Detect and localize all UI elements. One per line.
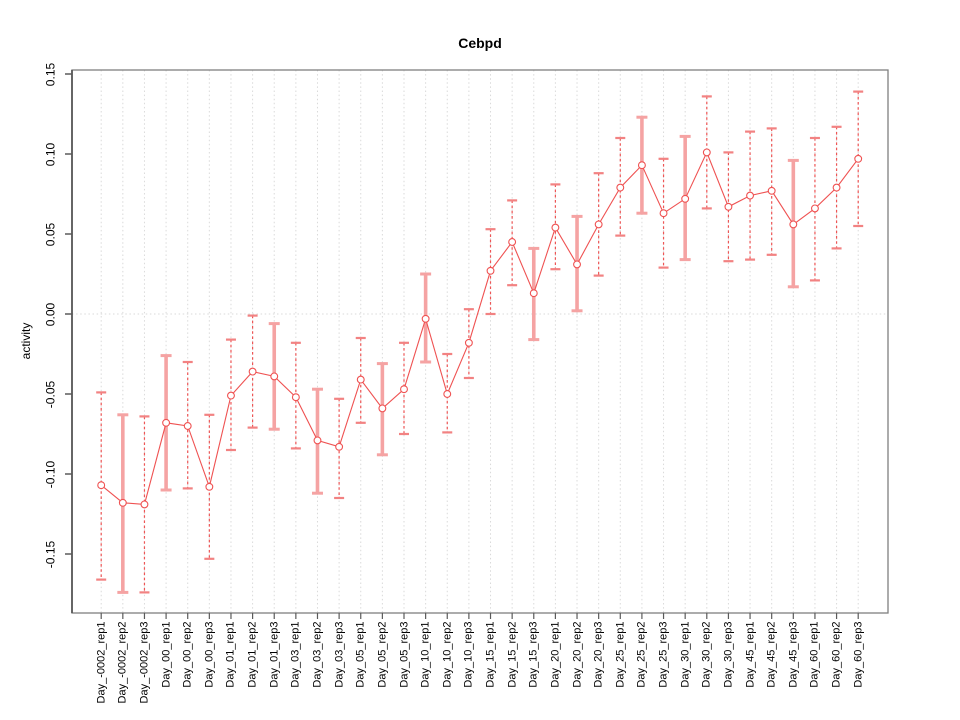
- x-tick-label: Day_05_rep1: [354, 621, 367, 688]
- x-tick-label: Day_15_rep3: [527, 621, 540, 688]
- x-tick-label: Day_10_rep1: [419, 621, 432, 688]
- y-axis-label: activity: [19, 322, 33, 360]
- x-tick-label: Day_45_rep1: [744, 621, 757, 688]
- y-tick-label: 0.10: [43, 142, 58, 166]
- data-point: [464, 338, 473, 347]
- x-tick-label: Day_10_rep3: [462, 621, 475, 688]
- x-tick-label: Day_30_rep3: [722, 621, 735, 688]
- x-tick-label: Day_60_rep3: [852, 621, 865, 688]
- x-tick-label: Day_05_rep3: [398, 621, 410, 688]
- chart-title: Cebpd: [458, 35, 502, 51]
- x-tick-label: Day_01_rep1: [224, 621, 237, 688]
- data-point: [270, 372, 279, 381]
- data-point: [443, 390, 452, 398]
- x-tick-label: Day_10_rep2: [441, 621, 454, 688]
- data-point: [183, 422, 192, 430]
- data-point: [724, 202, 733, 211]
- x-tick-label: Day_03_rep1: [289, 621, 302, 688]
- data-point: [421, 314, 430, 323]
- data-point: [140, 500, 149, 509]
- data-point: [594, 220, 603, 229]
- data-point: [832, 183, 841, 192]
- data-point: [205, 482, 214, 491]
- x-tick-label: Day_25_rep1: [614, 621, 627, 688]
- data-point: [118, 498, 127, 507]
- x-tick-label: Day_30_rep1: [679, 621, 692, 688]
- data-point: [810, 204, 819, 213]
- x-tick-label: Day_03_rep3: [333, 621, 346, 688]
- x-tick-label: Day_60_rep1: [808, 621, 821, 688]
- data-point: [551, 223, 560, 232]
- data-point: [486, 266, 495, 275]
- data-point: [854, 154, 863, 163]
- data-point: [746, 191, 755, 200]
- x-tick-label: Day_20_rep1: [549, 621, 562, 688]
- x-tick-label: Day_-0002_rep1: [95, 621, 108, 703]
- x-tick-label: Day_01_rep2: [246, 621, 259, 688]
- x-tick-label: Day_01_rep3: [268, 621, 281, 688]
- data-point: [659, 209, 668, 218]
- x-tick-label: Day_03_rep2: [311, 621, 324, 688]
- x-tick-label: Day_45_rep3: [787, 621, 800, 688]
- y-tick-label: -0.10: [43, 460, 58, 488]
- x-tick-label: Day_15_rep1: [484, 621, 497, 688]
- y-tick-label: -0.15: [43, 540, 58, 568]
- y-tick-label: -0.05: [43, 380, 58, 408]
- x-tick-label: Day_05_rep2: [376, 621, 389, 688]
- x-tick-label: Day_15_rep2: [506, 621, 519, 688]
- data-point: [529, 289, 538, 298]
- x-tick-label: Day_00_rep3: [203, 621, 216, 688]
- data-point: [356, 375, 365, 384]
- data-point: [162, 418, 171, 427]
- data-point: [378, 404, 387, 413]
- y-tick-label: 0.00: [43, 302, 58, 326]
- data-point: [335, 442, 344, 451]
- y-tick-label: 0.15: [43, 62, 58, 86]
- data-point: [616, 183, 625, 192]
- x-tick-label: Day_20_rep2: [571, 621, 584, 688]
- data-point: [313, 436, 322, 445]
- y-tick-label: 0.05: [43, 222, 58, 246]
- data-point: [248, 367, 257, 376]
- x-tick-label: Day_20_rep3: [592, 621, 605, 688]
- x-tick-label: Day_-0002_rep2: [116, 621, 129, 703]
- data-point: [789, 220, 798, 229]
- data-point: [573, 260, 581, 269]
- x-tick-label: Day_-0002_rep3: [138, 621, 151, 703]
- series-line: [100, 151, 859, 505]
- x-tick-label: Day_60_rep2: [830, 621, 843, 688]
- plot-box: [71, 69, 889, 614]
- x-tick-label: Day_25_rep2: [635, 621, 648, 688]
- data-point: [681, 194, 690, 203]
- data-point: [508, 238, 517, 246]
- data-point: [97, 481, 106, 490]
- data-point: [637, 161, 646, 170]
- data-point: [702, 148, 711, 157]
- x-tick-label: Day_00_rep2: [181, 621, 194, 688]
- data-point: [291, 393, 300, 402]
- x-tick-label: Day_45_rep2: [765, 621, 778, 688]
- data-point: [767, 186, 776, 195]
- data-point: [400, 385, 408, 394]
- x-tick-label: Day_00_rep1: [160, 621, 173, 688]
- x-tick-label: Day_25_rep3: [657, 621, 670, 688]
- data-point: [227, 391, 235, 400]
- x-tick-label: Day_30_rep2: [700, 621, 713, 688]
